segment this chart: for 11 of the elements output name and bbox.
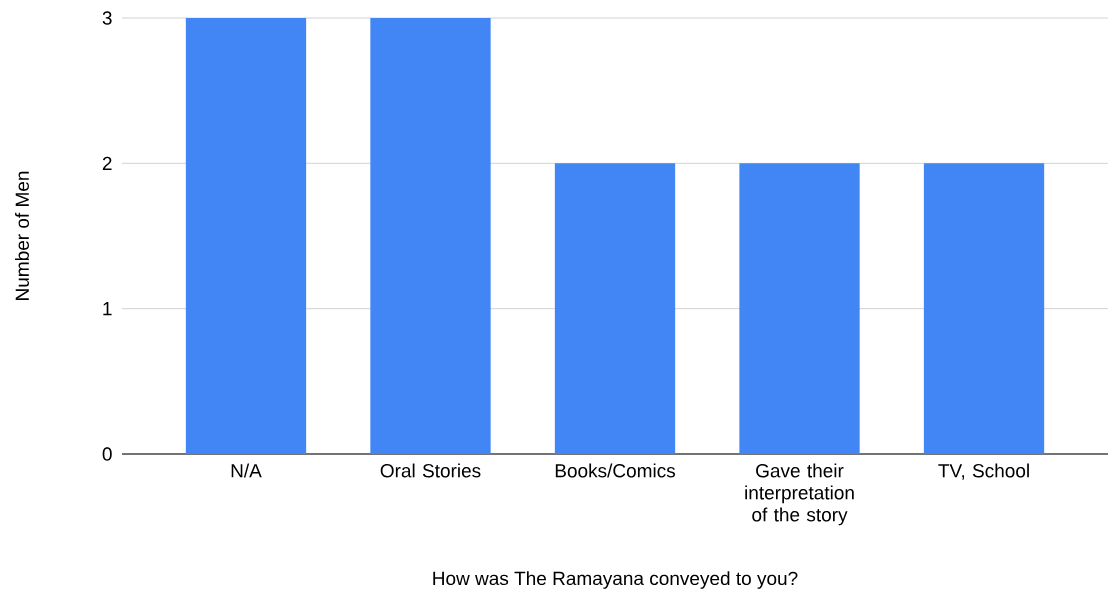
x-tick-label: Oral Stories [380,463,481,478]
y-tick-label: 0 [102,447,112,461]
x-tick-label: Books/Comics [555,463,676,478]
y-axis-title: Number of Men [15,171,29,300]
x-axis-title: How was The Ramayana conveyed to you? [433,571,798,589]
x-tick-label: TV, School [938,463,1029,480]
y-tick-label: 1 [103,302,112,316]
x-tick-label: Gave their interpretation of the story [745,463,854,526]
y-tick-label: 2 [102,156,112,170]
x-tick-label: N/A [231,463,262,478]
y-tick-label: 3 [102,11,112,25]
